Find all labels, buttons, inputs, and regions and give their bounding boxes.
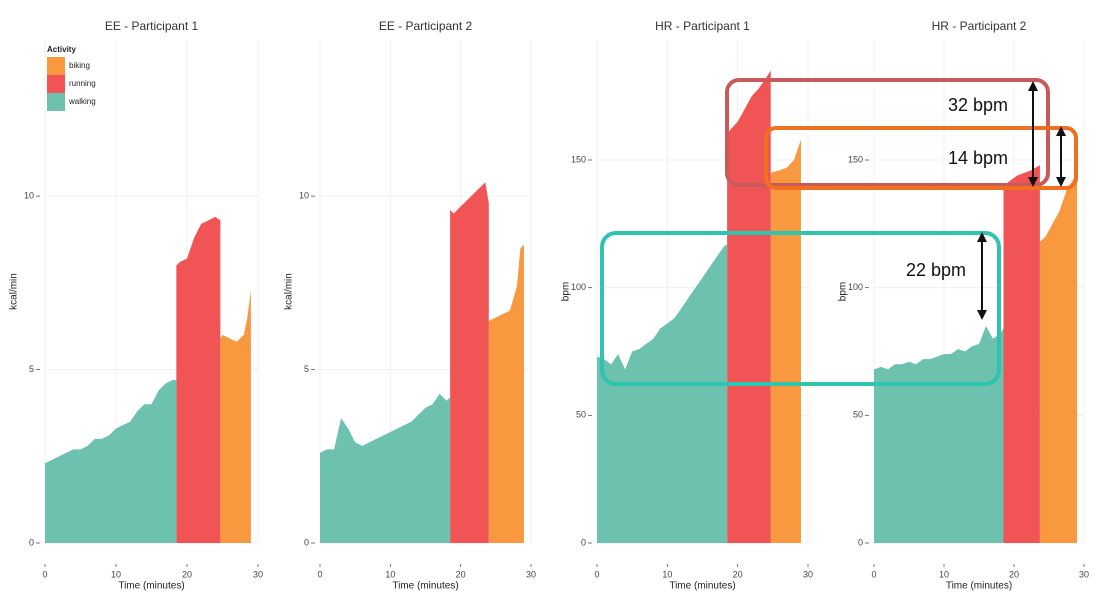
x-tick-label: 30 xyxy=(253,569,263,579)
y-axis-title: bpm xyxy=(838,282,849,301)
y-tick-label: 50 xyxy=(576,410,586,420)
legend-title: Activity xyxy=(47,45,76,54)
x-tick-label: 0 xyxy=(317,569,322,579)
area xyxy=(450,182,489,543)
legend-label: biking xyxy=(69,61,90,70)
x-tick-label: 10 xyxy=(111,569,121,579)
highlight-box xyxy=(764,126,1078,190)
area xyxy=(488,244,524,544)
x-tick-label: 10 xyxy=(385,569,395,579)
legend-swatch xyxy=(47,93,65,111)
chart-title: EE - Participant 2 xyxy=(379,19,473,33)
area xyxy=(770,139,801,543)
y-axis-title: kcal/min xyxy=(9,273,20,310)
x-tick-label: 30 xyxy=(803,569,813,579)
annotation: 22 bpm xyxy=(906,260,966,280)
annotation-layer: 32 bpm 14 bpm 22 bpm xyxy=(600,78,1078,386)
y-tick-label: 5 xyxy=(304,364,309,374)
legend-label: running xyxy=(69,79,96,88)
x-tick-label: 10 xyxy=(939,569,949,579)
area xyxy=(1003,165,1040,543)
area xyxy=(220,289,251,543)
x-tick-label: 20 xyxy=(456,569,466,579)
legend-label: walking xyxy=(68,97,96,106)
y-tick-label: 0 xyxy=(304,537,309,547)
x-tick-label: 20 xyxy=(1009,569,1019,579)
highlight-box xyxy=(725,78,1050,187)
y-tick-label: 100 xyxy=(848,282,863,292)
y-tick-label: 0 xyxy=(29,537,34,547)
legend-swatch xyxy=(47,75,65,93)
x-tick-label: 20 xyxy=(733,569,743,579)
legend-swatch xyxy=(47,57,65,75)
y-tick-label: 5 xyxy=(29,364,34,374)
x-tick-label: 30 xyxy=(526,569,536,579)
x-tick-label: 30 xyxy=(1079,569,1089,579)
x-tick-label: 0 xyxy=(871,569,876,579)
y-axis-title: bpm xyxy=(561,282,572,301)
annotation: 32 bpm xyxy=(948,95,1008,115)
chart-title: HR - Participant 1 xyxy=(655,19,750,33)
y-tick-label: 50 xyxy=(853,410,863,420)
y-tick-label: 150 xyxy=(571,154,586,164)
y-axis-title: kcal/min xyxy=(284,273,295,310)
x-axis-title: Time (minutes) xyxy=(946,581,1012,592)
annotation: 14 bpm xyxy=(948,148,1008,168)
x-tick-label: 10 xyxy=(662,569,672,579)
highlight-box xyxy=(600,231,1001,386)
x-axis-title: Time (minutes) xyxy=(118,581,184,592)
area xyxy=(176,216,221,543)
area xyxy=(1039,172,1077,543)
x-tick-label: 0 xyxy=(42,569,47,579)
chart-title: HR - Participant 2 xyxy=(932,19,1027,33)
y-tick-label: 0 xyxy=(858,537,863,547)
x-tick-label: 20 xyxy=(182,569,192,579)
y-tick-label: 10 xyxy=(299,190,309,200)
x-axis-title: Time (minutes) xyxy=(392,581,458,592)
area xyxy=(45,379,177,543)
area xyxy=(874,325,1004,543)
y-tick-label: 0 xyxy=(581,537,586,547)
y-tick-label: 150 xyxy=(848,154,863,164)
y-tick-label: 10 xyxy=(24,190,34,200)
y-tick-label: 100 xyxy=(571,282,586,292)
area xyxy=(320,393,451,543)
x-tick-label: 0 xyxy=(594,569,599,579)
area xyxy=(597,244,728,543)
area xyxy=(727,70,771,544)
chart-title: EE - Participant 1 xyxy=(105,19,199,33)
x-axis-title: Time (minutes) xyxy=(669,581,735,592)
